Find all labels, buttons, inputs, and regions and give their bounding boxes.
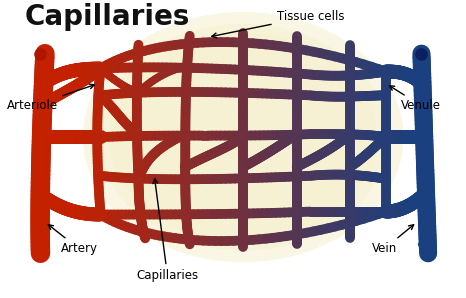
Ellipse shape bbox=[83, 12, 404, 262]
Text: Venule: Venule bbox=[390, 86, 441, 112]
Text: Tissue cells: Tissue cells bbox=[212, 10, 344, 38]
Text: Artery: Artery bbox=[48, 225, 97, 255]
Text: Vein: Vein bbox=[372, 225, 414, 255]
Text: Capillaries: Capillaries bbox=[25, 3, 190, 31]
Ellipse shape bbox=[110, 33, 377, 241]
Text: Arteriole: Arteriole bbox=[7, 84, 94, 112]
Ellipse shape bbox=[98, 24, 388, 250]
Text: Capillaries: Capillaries bbox=[137, 179, 199, 282]
